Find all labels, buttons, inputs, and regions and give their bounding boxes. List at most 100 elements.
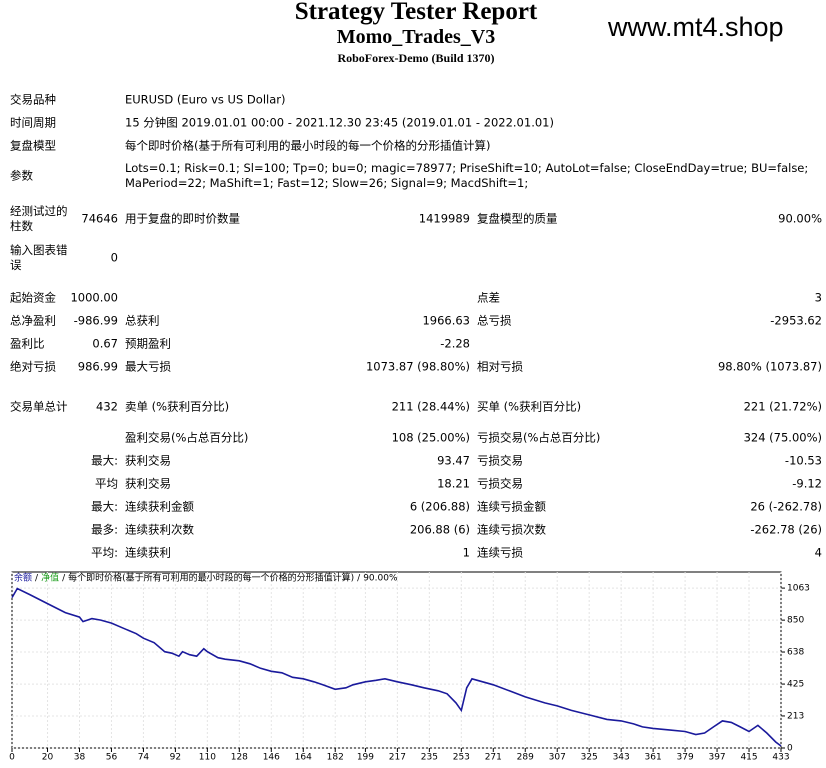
report-cell: -9.12 <box>792 476 822 491</box>
report-cell: -262.78 (26) <box>750 522 822 537</box>
x-tick-label: 379 <box>677 753 694 763</box>
x-tick-label: 128 <box>231 753 248 763</box>
x-tick-label: 235 <box>421 753 438 763</box>
x-tick-label: 182 <box>327 753 344 763</box>
report-cell: EURUSD (Euro vs US Dollar) <box>125 92 286 107</box>
report-cell: 93.47 <box>437 453 470 468</box>
report-cell: 324 (75.00%) <box>743 430 822 445</box>
plot-frame <box>11 571 782 749</box>
x-tick-label: 397 <box>708 753 725 763</box>
report-cell: 432 <box>96 399 118 414</box>
report-cell: 0.67 <box>92 336 118 351</box>
x-tick-label: 307 <box>549 753 566 763</box>
x-tick-label: 92 <box>170 753 181 763</box>
report-cell: 221 (21.72%) <box>743 399 822 414</box>
x-tick-label: 325 <box>581 753 598 763</box>
x-tick-label: 289 <box>517 753 534 763</box>
report-cell: 盈利比 <box>10 336 45 351</box>
report-cell: 卖单 (%获利百分比) <box>125 399 230 414</box>
report-cell: 预期盈利 <box>125 336 171 351</box>
report-cell: 108 (25.00%) <box>391 430 470 445</box>
legend-separator: / <box>62 574 66 584</box>
x-tick-label: 271 <box>485 753 502 763</box>
x-tick-label: 56 <box>106 753 118 763</box>
report-cell: 15 分钟图 2019.01.01 00:00 - 2021.12.30 23:… <box>125 115 554 130</box>
report-cell: 买单 (%获利百分比) <box>477 399 582 414</box>
report-cell: 平均: <box>91 545 118 560</box>
y-tick-label: 213 <box>787 711 804 721</box>
report-cell: 总获利 <box>125 313 160 328</box>
watermark: www.mt4.shop <box>608 12 784 42</box>
report-cell: 连续亏损次数 <box>477 522 546 537</box>
report-cell: 1000.00 <box>70 290 118 305</box>
report-cell: 1419989 <box>418 211 470 226</box>
y-tick-label: 0 <box>787 744 793 754</box>
report-cell: 亏损交易(%占总百分比) <box>477 430 601 445</box>
x-tick-label: 110 <box>199 753 216 763</box>
report-title: Strategy Tester Report <box>294 0 538 25</box>
report-cell: 亏损交易 <box>477 476 523 491</box>
x-tick-label: 74 <box>138 753 150 763</box>
report-cell: 输入图表错误 <box>10 243 68 272</box>
legend-balance: 余额 <box>14 572 32 584</box>
report-cell: Lots=0.1; Risk=0.1; Sl=100; Tp=0; bu=0; … <box>125 161 809 190</box>
report-cell: 亏损交易 <box>477 453 523 468</box>
y-tick-label: 850 <box>787 616 804 626</box>
report-cell: 复盘模型 <box>10 138 56 153</box>
x-tick-label: 0 <box>9 753 15 763</box>
report-cell: -986.99 <box>73 313 118 328</box>
report-cell: 206.88 (6) <box>409 522 470 537</box>
report-cell: -10.53 <box>784 453 822 468</box>
report-cell: 起始资金 <box>10 290 56 305</box>
report-cell: 连续亏损金额 <box>477 499 546 514</box>
legend-separator: / <box>35 574 39 584</box>
report-cell: 18.21 <box>437 476 470 491</box>
y-tick-label: 425 <box>787 680 804 690</box>
report-cell: 1 <box>462 545 470 560</box>
report-cell: 最大亏损 <box>125 359 171 374</box>
x-tick-label: 343 <box>613 753 630 763</box>
report-cell: 98.80% (1073.87) <box>717 359 822 374</box>
report-cell: -2.28 <box>440 336 470 351</box>
report-cell: 1073.87 (98.80%) <box>365 359 470 374</box>
report-cell: 每个即时价格(基于所有可利用的最小时段的每一个价格的分形插值计算) <box>125 138 491 153</box>
report-cell: 经测试过的柱数 <box>10 204 68 233</box>
report-cell: 总亏损 <box>477 313 512 328</box>
balance-line <box>11 587 782 747</box>
report-cell: 获利交易 <box>125 476 171 491</box>
legend-quality: 90.00% <box>363 574 398 584</box>
report-cell: 26 (-262.78) <box>750 499 822 514</box>
report-cell: 211 (28.44%) <box>391 399 470 414</box>
report-cell: 最大: <box>91 453 118 468</box>
report-cell: 74646 <box>81 211 118 226</box>
report-cell: -2953.62 <box>770 313 822 328</box>
report-cell: 获利交易 <box>125 453 171 468</box>
report-cell: 986.99 <box>77 359 118 374</box>
report-cell: 4 <box>814 545 822 560</box>
legend-model: 每个即时价格(基于所有可利用的最小时段的每一个价格的分形插值计算) <box>68 572 354 584</box>
report-cell: 最多: <box>91 522 118 537</box>
y-tick-label: 638 <box>787 648 804 658</box>
report-cell: 0 <box>110 250 118 265</box>
report-cell: 平均 <box>95 476 118 491</box>
x-tick-label: 253 <box>453 753 470 763</box>
legend-equity: 净值 <box>41 572 59 584</box>
report-cell: 连续获利次数 <box>125 522 194 537</box>
legend-separator: / <box>357 574 361 584</box>
y-tick-label: 1063 <box>787 584 810 594</box>
report-cell: 参数 <box>10 168 33 183</box>
balance-chart: 0 213 425 638 850 1063 0 20 38 56 74 92 110 128 146 164… <box>9 571 810 763</box>
x-tick-label: 199 <box>357 753 374 763</box>
report-cell: 连续获利金额 <box>125 499 194 514</box>
report-cell: 90.00% <box>778 211 822 226</box>
report-cell: 最大: <box>91 499 118 514</box>
x-tick-label: 361 <box>645 753 662 763</box>
report-cell: 交易单总计 <box>10 399 68 414</box>
report-cell: 交易品种 <box>10 92 56 107</box>
report-build: RoboForex-Demo (Build 1370) <box>337 51 495 65</box>
x-tick-label: 146 <box>263 753 280 763</box>
report-cell: 盈利交易(%占总百分比) <box>125 430 249 445</box>
report-cell: 时间周期 <box>10 115 56 130</box>
report-cell: 相对亏损 <box>477 359 523 374</box>
report-cell: 6 (206.88) <box>409 499 470 514</box>
